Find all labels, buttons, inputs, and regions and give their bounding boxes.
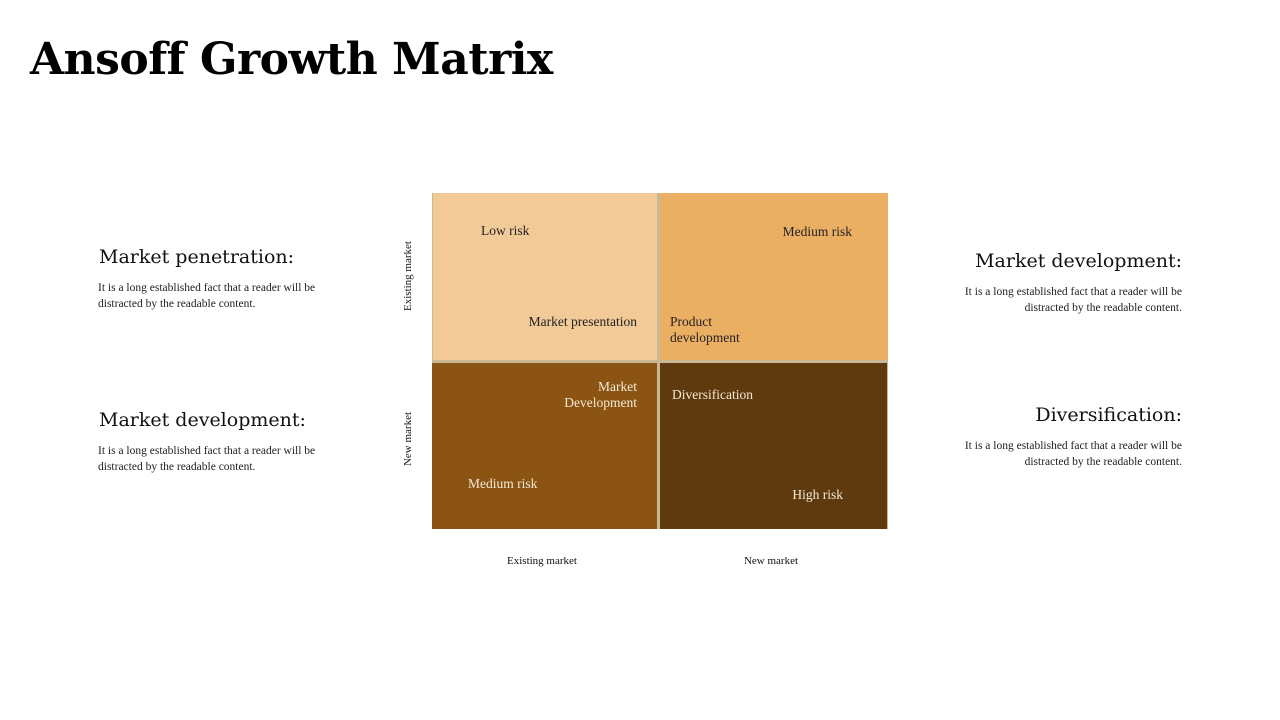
risk-label: Low risk [481,223,530,238]
risk-label: Medium risk [782,224,852,239]
risk-label: Medium risk [468,476,538,491]
quadrant-name: Product development [670,314,740,345]
quadrant-market-development: Market Development Medium risk [432,363,657,529]
quadrant-diversification: Diversification High risk [660,363,887,529]
quadrant-market-presentation: Low risk Market presentation [433,193,657,360]
block-heading: Market development: [975,250,1182,272]
left-block-market-penetration: Market penetration: It is a long establi… [98,246,339,312]
block-body: It is a long established fact that a rea… [964,286,1182,314]
page-title: Ansoff Growth Matrix [30,34,553,85]
block-heading: Diversification: [1035,404,1182,426]
risk-label: High risk [792,487,843,502]
quadrant-name: Diversification [672,387,753,402]
x-axis-label-left: Existing market [507,555,577,567]
block-heading: Market penetration: [99,246,295,268]
block-body: It is a long established fact that a rea… [98,445,316,473]
y-axis-label-top: Existing market [402,241,414,311]
x-axis-label-right: New market [743,555,799,567]
block-body: It is a long established fact that a rea… [964,440,1182,468]
quadrant-product-development: Medium risk Product development [660,193,888,360]
right-block-market-development: Market development: It is a long establi… [942,250,1182,316]
y-axis-label-bottom: New market [402,411,414,467]
quadrant-name: Market Development [564,379,637,410]
block-body: It is a long established fact that a rea… [98,282,316,310]
left-block-market-development: Market development: It is a long establi… [98,409,339,475]
block-heading: Market development: [99,409,306,431]
quadrant-name: Market presentation [528,314,637,329]
ansoff-matrix: Low risk Market presentation Medium risk… [432,193,888,529]
right-block-diversification: Diversification: It is a long establishe… [942,404,1182,470]
